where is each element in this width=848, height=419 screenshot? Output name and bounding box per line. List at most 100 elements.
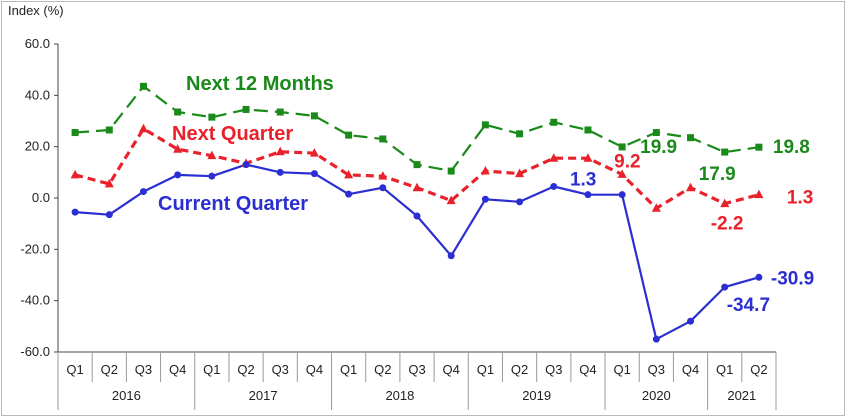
- data-point: [583, 153, 593, 162]
- data-point: [208, 172, 216, 180]
- y-tick-label: 40.0: [25, 87, 50, 102]
- data-point: [71, 208, 79, 216]
- x-tick-label: Q1: [477, 362, 494, 377]
- data-point: [208, 113, 216, 121]
- data-point: [446, 195, 456, 205]
- data-point: [413, 212, 421, 220]
- x-tick-label: Q3: [648, 362, 665, 377]
- x-tick-label: Q4: [443, 362, 460, 377]
- year-label: 2019: [522, 388, 551, 403]
- data-point: [755, 273, 763, 281]
- data-point: [618, 191, 626, 199]
- x-tick-label: Q3: [135, 362, 152, 377]
- x-tick-label: Q3: [272, 362, 289, 377]
- year-label: 2016: [112, 388, 141, 403]
- x-tick-label: Q2: [750, 362, 767, 377]
- data-point: [584, 126, 592, 134]
- data-label: 19.8: [773, 137, 810, 158]
- data-point: [139, 82, 147, 90]
- data-point: [379, 135, 387, 143]
- data-point: [412, 182, 422, 192]
- data-point: [413, 161, 421, 169]
- data-point: [379, 184, 387, 192]
- data-point: [755, 143, 763, 151]
- y-tick-label: -20.0: [20, 241, 50, 256]
- data-point: [652, 129, 660, 137]
- y-axis-title: Index (%): [8, 3, 64, 18]
- data-point: [447, 252, 455, 260]
- series-markers: [70, 82, 764, 343]
- data-point: [516, 198, 524, 206]
- data-point: [242, 161, 250, 169]
- data-point: [104, 178, 114, 188]
- x-tick-label: Q1: [716, 362, 733, 377]
- data-point: [550, 118, 558, 126]
- data-point: [105, 211, 113, 219]
- data-point: [617, 169, 627, 178]
- data-point: [105, 126, 113, 134]
- year-label: 2021: [727, 388, 756, 403]
- data-point: [618, 143, 626, 151]
- data-point: [720, 198, 730, 208]
- x-tick-label: Q2: [101, 362, 118, 377]
- x-tick-label: Q4: [306, 362, 323, 377]
- y-tick-label: 20.0: [25, 139, 50, 154]
- data-point: [344, 169, 354, 179]
- x-tick-label: Q1: [203, 362, 220, 377]
- x-tick-label: Q3: [545, 362, 562, 377]
- x-tick-label: Q4: [682, 362, 699, 377]
- x-tick-label: Q2: [511, 362, 528, 377]
- y-tick-label: 60.0: [25, 36, 50, 51]
- y-tick-label: -40.0: [20, 293, 50, 308]
- data-label: 9.2: [614, 151, 640, 172]
- x-tick-label: Q1: [340, 362, 357, 377]
- x-tick-label: Q2: [374, 362, 391, 377]
- data-point: [378, 171, 388, 180]
- data-point: [447, 167, 455, 175]
- data-point: [584, 191, 592, 199]
- data-point: [139, 188, 147, 196]
- data-point: [549, 153, 559, 162]
- x-tick-label: Q2: [237, 362, 254, 377]
- data-point: [174, 171, 182, 179]
- year-label: 2020: [642, 388, 671, 403]
- data-point: [721, 283, 729, 291]
- series-label: Next Quarter: [172, 123, 293, 145]
- year-label: 2017: [249, 388, 278, 403]
- data-point: [516, 130, 524, 138]
- data-point: [309, 148, 319, 157]
- data-point: [138, 123, 148, 133]
- data-point: [310, 170, 318, 178]
- data-point: [754, 189, 764, 199]
- data-point: [207, 150, 217, 160]
- y-tick-label: 0.0: [32, 190, 50, 205]
- data-point: [174, 108, 182, 116]
- data-point: [275, 146, 285, 156]
- x-tick-label: Q4: [169, 362, 186, 377]
- data-label: 1.3: [787, 188, 813, 209]
- data-point: [515, 168, 525, 178]
- data-label: -34.7: [727, 295, 770, 316]
- year-label: 2018: [385, 388, 414, 403]
- data-point: [721, 148, 729, 156]
- data-point: [480, 166, 490, 175]
- data-labels: 19.9 17.9 19.8 9.2 -2.2 1.3 1.3 -34.7-30.9: [570, 137, 814, 316]
- y-tick-label: -60.0: [20, 344, 50, 359]
- data-point: [345, 190, 353, 198]
- data-point: [310, 112, 318, 120]
- data-label: -30.9: [771, 268, 814, 289]
- series-label: Next 12 Months: [186, 73, 334, 95]
- data-point: [550, 182, 558, 190]
- data-point: [687, 317, 695, 325]
- x-tick-label: Q1: [613, 362, 630, 377]
- data-point: [276, 108, 284, 116]
- data-point: [686, 182, 696, 192]
- data-label: 17.9: [699, 164, 736, 185]
- data-point: [242, 105, 250, 113]
- data-label: 1.3: [570, 170, 596, 191]
- data-point: [70, 169, 80, 179]
- data-point: [345, 131, 353, 139]
- data-point: [276, 168, 284, 176]
